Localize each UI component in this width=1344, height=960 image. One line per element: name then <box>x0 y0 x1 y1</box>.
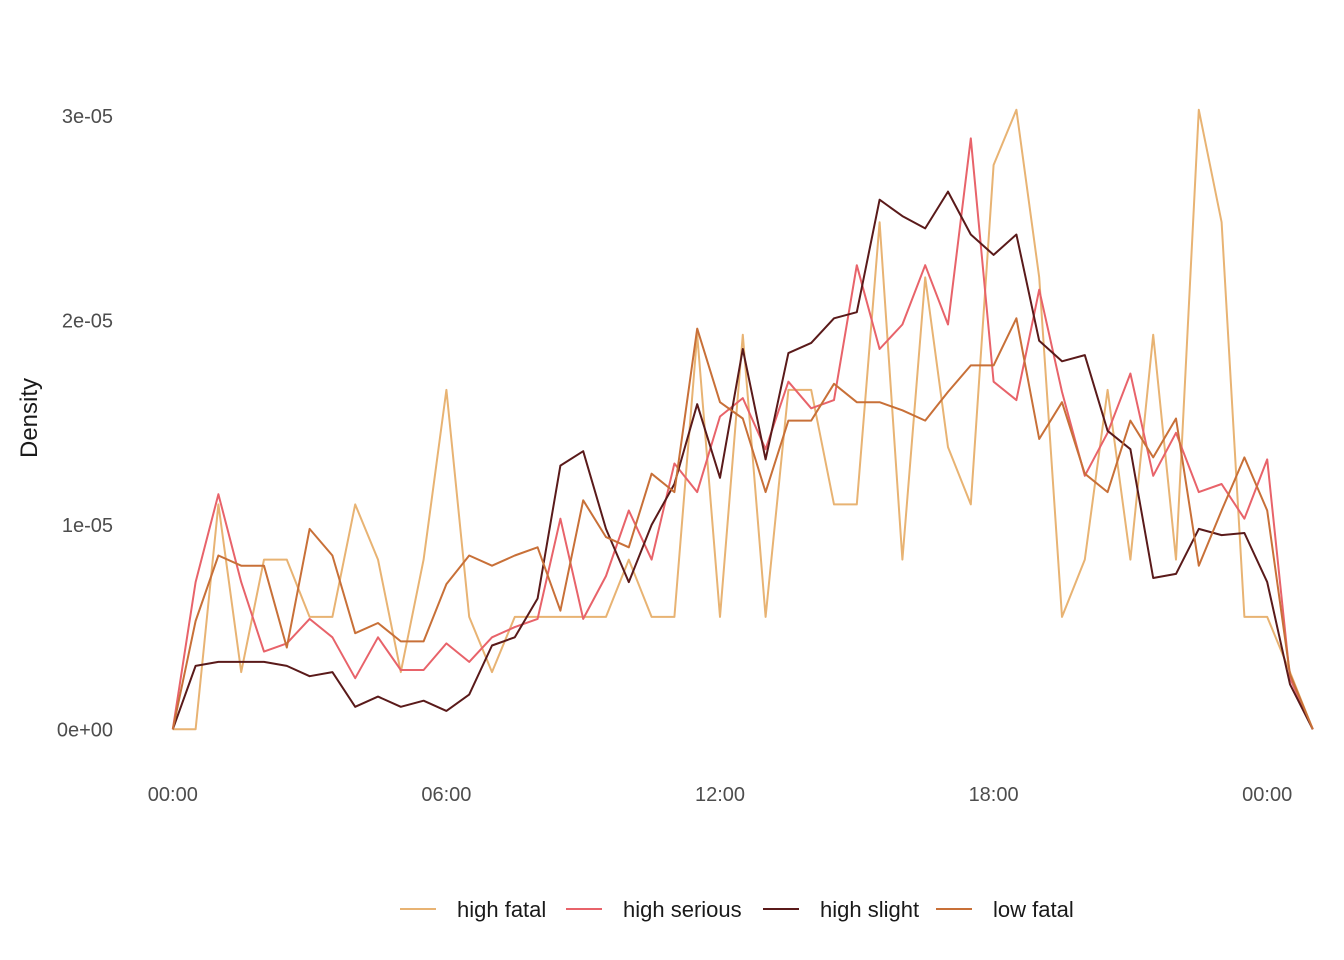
x-tick-label: 18:00 <box>969 784 1019 806</box>
y-tick-label: 1e-05 <box>62 515 113 537</box>
x-tick-label: 12:00 <box>695 784 745 806</box>
x-tick-label: 00:00 <box>148 784 198 806</box>
legend-label: high serious <box>623 897 742 922</box>
y-tick-label: 3e-05 <box>62 106 113 128</box>
y-tick-label: 2e-05 <box>62 310 113 332</box>
series-line-low-fatal <box>171 317 1314 730</box>
legend-label: high slight <box>820 897 919 922</box>
series-line-high-fatal <box>172 108 1314 731</box>
series-layer <box>171 108 1314 731</box>
y-tick-label: 0e+00 <box>57 719 113 741</box>
y-axis-ticks: 0e+00 1e-05 2e-05 3e-05 <box>57 106 113 741</box>
series-line-high-serious <box>171 137 1314 730</box>
legend-label: high fatal <box>457 897 546 922</box>
y-axis-title: Density <box>16 378 43 458</box>
legend-label: low fatal <box>993 897 1074 922</box>
x-tick-label: 06:00 <box>421 784 471 806</box>
legend: high fatal high serious high slight low fat… <box>400 897 1074 922</box>
x-tick-label: 00:00 <box>1242 784 1292 806</box>
series-line-high-slight <box>171 190 1314 730</box>
x-axis-ticks: 00:00 06:00 12:00 18:00 00:00 <box>148 784 1292 806</box>
